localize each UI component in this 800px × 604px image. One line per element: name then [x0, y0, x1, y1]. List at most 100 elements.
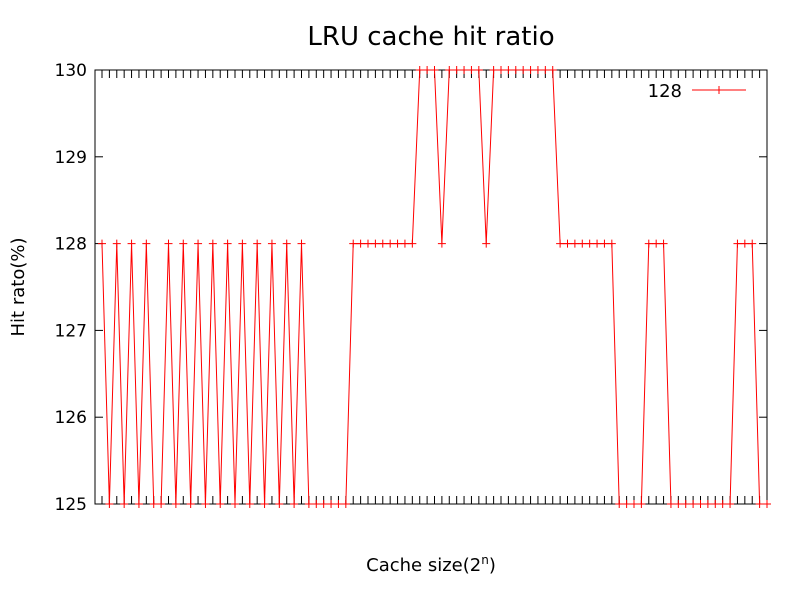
data-point	[615, 500, 624, 508]
data-point	[142, 239, 151, 248]
data-point	[541, 66, 550, 74]
y-tick-label: 129	[55, 148, 87, 168]
data-point	[282, 239, 291, 248]
data-point	[364, 239, 372, 248]
data-point	[297, 239, 306, 248]
y-axis: 125 126 127 128 129 130	[55, 61, 767, 515]
data-point	[711, 500, 720, 508]
data-point	[482, 239, 491, 248]
data-point	[674, 500, 683, 508]
data-point	[201, 500, 210, 508]
data-point	[208, 239, 217, 248]
plot-area-border	[94, 69, 768, 505]
series-layer	[98, 66, 771, 508]
y-tick-label: 128	[55, 235, 87, 255]
data-point	[452, 66, 461, 74]
data-point	[149, 500, 158, 508]
y-tick-label: 125	[55, 495, 87, 515]
data-point	[445, 66, 454, 74]
data-point	[356, 239, 365, 248]
data-point	[689, 500, 698, 508]
data-point	[105, 500, 114, 508]
data-point	[578, 239, 587, 248]
data-point	[740, 239, 749, 248]
data-point	[607, 239, 616, 248]
data-point	[519, 66, 528, 74]
data-point	[570, 239, 579, 248]
y-tick-label: 126	[55, 408, 87, 428]
data-point	[630, 500, 638, 508]
data-point	[312, 500, 321, 508]
data-point	[474, 66, 483, 74]
data-point	[327, 500, 336, 508]
x-axis-label-main: Cache size(2	[366, 555, 481, 576]
legend-label: 128	[648, 81, 682, 102]
data-point	[179, 239, 188, 248]
data-point	[253, 239, 262, 248]
data-point	[341, 500, 350, 508]
data-point	[157, 500, 166, 508]
y-tick-label: 127	[55, 321, 87, 341]
x-axis	[101, 70, 768, 504]
data-point	[371, 239, 380, 248]
data-point	[290, 500, 299, 508]
data-point	[275, 500, 284, 508]
data-point	[585, 239, 594, 248]
data-point	[112, 239, 121, 248]
data-point	[526, 66, 535, 74]
data-point	[238, 239, 247, 248]
data-point	[216, 500, 225, 508]
y-tick-label: 130	[55, 61, 87, 81]
data-point	[304, 500, 313, 508]
data-point	[400, 239, 409, 248]
data-point	[748, 239, 757, 248]
data-point	[415, 66, 424, 74]
y-axis-label: Hit rato(%)	[8, 238, 29, 337]
data-point	[386, 239, 395, 248]
data-point	[437, 239, 446, 248]
x-axis-label-suffix: )	[489, 555, 496, 576]
data-point	[127, 239, 136, 248]
data-point	[511, 66, 520, 74]
data-point	[763, 500, 771, 508]
data-point	[556, 239, 565, 248]
data-point	[460, 66, 469, 74]
data-point	[718, 500, 727, 508]
data-point	[164, 239, 173, 248]
legend: 128	[648, 81, 746, 102]
data-point	[393, 239, 402, 248]
data-point	[186, 500, 195, 508]
data-point	[600, 239, 609, 248]
data-point	[349, 239, 358, 248]
data-point	[223, 239, 232, 248]
data-point	[194, 239, 203, 248]
data-point	[334, 500, 343, 508]
x-axis-label-superscript: n	[481, 553, 489, 567]
data-point	[120, 500, 129, 508]
data-point	[98, 239, 106, 248]
data-point	[231, 500, 239, 508]
data-point	[622, 500, 631, 508]
data-point	[245, 500, 254, 508]
data-point	[659, 239, 668, 248]
data-point	[489, 66, 498, 74]
data-point	[378, 239, 387, 248]
data-point	[733, 239, 742, 248]
data-point	[423, 66, 432, 74]
data-point	[703, 500, 712, 508]
data-point	[171, 500, 180, 508]
data-point	[593, 239, 602, 248]
data-point	[504, 66, 513, 74]
data-point	[533, 66, 542, 74]
data-point	[755, 500, 764, 508]
data-point	[134, 500, 143, 508]
data-point	[681, 500, 690, 508]
series-line-128	[101, 69, 767, 505]
data-point	[666, 500, 675, 508]
data-point	[726, 500, 735, 508]
data-point	[319, 500, 328, 508]
data-point	[548, 66, 557, 74]
data-point	[652, 239, 661, 248]
